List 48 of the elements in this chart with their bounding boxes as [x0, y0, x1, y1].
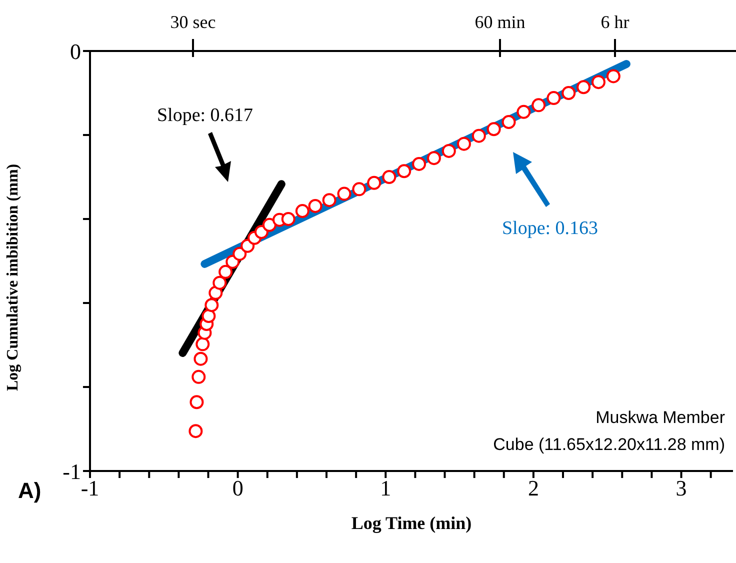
- point: [486, 122, 501, 136]
- text: 30 sec: [170, 12, 216, 32]
- point: [212, 276, 227, 290]
- point: [367, 176, 382, 190]
- x-axis-title: Log Time (min): [351, 513, 472, 533]
- annotation: Slope: 0.617: [156, 105, 254, 126]
- point: [532, 98, 546, 112]
- point: [442, 144, 456, 158]
- point: [188, 424, 203, 438]
- point: [382, 170, 396, 184]
- x-tick-label: 1: [380, 476, 392, 501]
- point: [232, 246, 247, 261]
- y-axis-title: Log Cumulative imbibition (mm): [4, 164, 22, 391]
- point: [322, 193, 336, 208]
- point: [337, 186, 352, 201]
- text: 60 min: [474, 12, 526, 32]
- text: A): [18, 478, 42, 503]
- text: 6 hr: [600, 12, 630, 32]
- point: [591, 75, 606, 90]
- annotation: Slope: 0.163: [502, 218, 598, 239]
- point: [295, 204, 310, 218]
- point: [456, 136, 471, 151]
- point: [606, 69, 620, 84]
- point: [546, 91, 561, 106]
- point: [202, 309, 216, 324]
- point: [426, 151, 441, 166]
- x-tick-label: 2: [528, 476, 539, 501]
- point: [502, 114, 516, 129]
- point: [397, 164, 412, 178]
- point: [472, 128, 486, 143]
- point: [204, 298, 219, 312]
- point: [516, 104, 531, 119]
- point: [190, 395, 204, 410]
- point: [308, 198, 322, 213]
- point: [562, 86, 576, 100]
- annotation: Muskwa Member: [596, 408, 726, 427]
- point: [352, 182, 366, 196]
- annotation: Cube (11.65x12.20x11.28 mm): [493, 435, 725, 454]
- point: [281, 212, 296, 226]
- x-tick-label: -1: [80, 476, 100, 501]
- point: [192, 370, 206, 384]
- point: [208, 286, 223, 300]
- point: [194, 352, 208, 366]
- point: [218, 264, 233, 279]
- x-tick-label: 3: [676, 476, 687, 501]
- point: [576, 80, 591, 94]
- x-tick-label: 0: [232, 476, 244, 501]
- point: [412, 156, 426, 171]
